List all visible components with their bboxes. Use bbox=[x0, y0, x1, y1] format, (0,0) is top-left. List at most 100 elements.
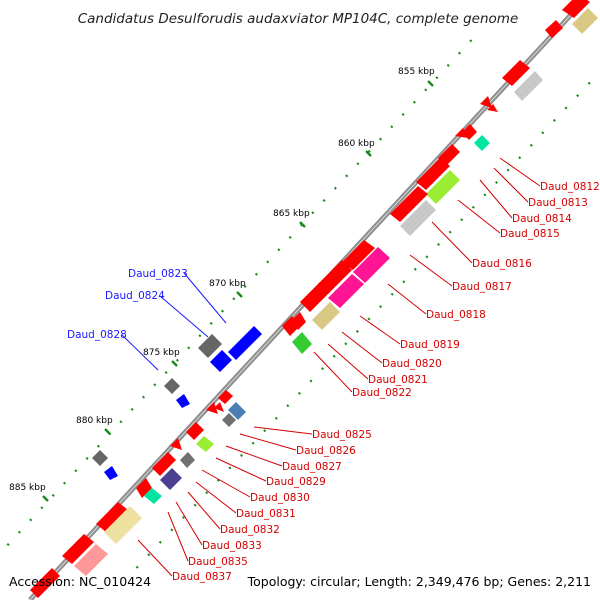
scale-labels: 855 kbp 860 kbp 865 kbp 870 kbp 875 kbp … bbox=[9, 67, 435, 493]
gene-label-daud-0820[interactable]: Daud_0820 bbox=[382, 358, 442, 370]
tick-label-860: 860 kbp bbox=[338, 139, 375, 149]
inner-tick-dot bbox=[355, 329, 359, 333]
gene-arrow bbox=[480, 96, 492, 108]
forward-strand-genes bbox=[92, 326, 262, 480]
minor-tick-dot bbox=[187, 346, 191, 350]
tick-label-885: 885 kbp bbox=[9, 483, 46, 493]
inner-tick-dot bbox=[413, 267, 417, 271]
gene-label-daud-0823[interactable]: Daud_0823 bbox=[128, 268, 188, 280]
gene-label-daud-0837[interactable]: Daud_0837 bbox=[172, 571, 232, 583]
inner-tick-dot bbox=[309, 379, 313, 383]
gene-block bbox=[514, 71, 543, 101]
gene-label-daud-0814[interactable]: Daud_0814 bbox=[512, 213, 572, 225]
inner-tick-dot bbox=[367, 317, 371, 321]
gene-label-daud-0832[interactable]: Daud_0832 bbox=[220, 524, 280, 536]
tick-label-865: 865 kbp bbox=[273, 209, 310, 219]
minor-tick-dot bbox=[198, 334, 202, 338]
gene-label-daud-0816[interactable]: Daud_0816 bbox=[472, 258, 532, 270]
gene-arrow bbox=[292, 312, 306, 330]
gene-block bbox=[328, 274, 364, 308]
gene-block bbox=[160, 468, 182, 490]
inner-tick-dot bbox=[216, 478, 220, 482]
gene-arrow bbox=[455, 128, 468, 138]
gene-block bbox=[104, 506, 142, 544]
minor-tick-dot bbox=[254, 272, 258, 276]
gene-arrow bbox=[318, 260, 352, 294]
gene-arrow bbox=[214, 402, 224, 412]
gene-label-daud-0817[interactable]: Daud_0817 bbox=[452, 281, 512, 293]
gene-label-daud-0815[interactable]: Daud_0815 bbox=[500, 228, 560, 240]
gene-block bbox=[164, 378, 180, 394]
minor-tick-dot bbox=[17, 530, 21, 534]
gene-block bbox=[180, 452, 195, 468]
minor-tick-dot bbox=[435, 76, 439, 80]
tick-label-875: 875 kbp bbox=[143, 348, 180, 358]
inner-tick-dot bbox=[564, 106, 568, 110]
gene-label-daud-0835[interactable]: Daud_0835 bbox=[188, 556, 248, 568]
tick-label-855: 855 kbp bbox=[398, 67, 435, 77]
gene-label-daud-0813[interactable]: Daud_0813 bbox=[528, 197, 588, 209]
topology-text: Topology: circular; Length: 2,349,476 bp… bbox=[247, 574, 591, 589]
minor-tick-dot bbox=[40, 506, 44, 510]
minor-tick-dot bbox=[277, 248, 281, 252]
gene-arrow bbox=[210, 350, 232, 372]
gene-label-daud-0821[interactable]: Daud_0821 bbox=[368, 374, 428, 386]
minor-tick-dot bbox=[141, 395, 146, 399]
gene-label-daud-0812[interactable]: Daud_0812 bbox=[540, 181, 600, 193]
gene-label-daud-0829[interactable]: Daud_0829 bbox=[266, 476, 326, 488]
gene-label-daud-0825[interactable]: Daud_0825 bbox=[312, 429, 372, 441]
gene-label-daud-0819[interactable]: Daud_0819 bbox=[400, 339, 460, 351]
minor-tick-dot bbox=[74, 469, 78, 473]
minor-tick-dot bbox=[62, 481, 67, 485]
gene-block bbox=[222, 413, 236, 427]
minor-tick-dot bbox=[175, 358, 179, 362]
minor-tick-dot bbox=[390, 125, 394, 129]
gene-arrow bbox=[342, 240, 375, 270]
gene-label-daud-0831[interactable]: Daud_0831 bbox=[236, 508, 296, 520]
minor-tick-dot bbox=[220, 309, 225, 313]
minor-tick-dot bbox=[401, 112, 405, 117]
inner-tick-dot bbox=[274, 416, 278, 420]
gene-block bbox=[353, 247, 390, 283]
inner-tick-dot bbox=[286, 404, 290, 408]
minor-tick-dot bbox=[85, 456, 89, 461]
major-ticks bbox=[42, 80, 434, 502]
minor-tick-dot bbox=[446, 63, 450, 67]
reverse-gene-labels: Daud_0812 Daud_0813 Daud_0814 Daud_0815 … bbox=[172, 181, 600, 583]
reverse-strand-genes bbox=[30, 0, 598, 598]
gene-label-daud-0833[interactable]: Daud_0833 bbox=[202, 540, 262, 552]
inner-tick-dot bbox=[263, 429, 267, 433]
inner-tick-dot bbox=[425, 255, 429, 259]
label-leader-lines bbox=[121, 157, 541, 577]
minor-tick-dot bbox=[51, 493, 55, 497]
gene-label-daud-0822[interactable]: Daud_0822 bbox=[352, 387, 412, 399]
gene-arrow bbox=[170, 438, 182, 450]
minor-tick-dot bbox=[209, 321, 213, 325]
gene-label-daud-0827[interactable]: Daud_0827 bbox=[282, 461, 342, 473]
tick-label-870: 870 kbp bbox=[209, 279, 246, 289]
gene-arrow bbox=[300, 282, 330, 312]
gene-label-daud-0826[interactable]: Daud_0826 bbox=[296, 445, 356, 457]
gene-block bbox=[196, 436, 214, 452]
gene-arrow bbox=[104, 466, 118, 480]
gene-label-daud-0828[interactable]: Daud_0828 bbox=[67, 329, 127, 341]
minor-tick-dot bbox=[6, 542, 10, 547]
gene-block bbox=[92, 450, 108, 466]
gene-label-daud-0830[interactable]: Daud_0830 bbox=[250, 492, 310, 504]
minor-tick-dot bbox=[243, 284, 247, 289]
inner-tick-dot bbox=[170, 528, 174, 532]
inner-tick-dot bbox=[494, 180, 499, 185]
gene-label-daud-0824[interactable]: Daud_0824 bbox=[105, 290, 165, 302]
gene-arrow bbox=[62, 534, 94, 564]
gene-arrow bbox=[96, 502, 128, 532]
inner-tick-dot bbox=[379, 305, 383, 309]
gene-arrow bbox=[186, 422, 204, 440]
minor-tick-dot bbox=[367, 149, 371, 153]
gene-label-daud-0818[interactable]: Daud_0818 bbox=[426, 309, 486, 321]
gene-arrow bbox=[462, 124, 477, 140]
minor-tick-dot bbox=[266, 260, 270, 264]
gene-block bbox=[312, 302, 340, 330]
gene-block bbox=[228, 402, 246, 420]
